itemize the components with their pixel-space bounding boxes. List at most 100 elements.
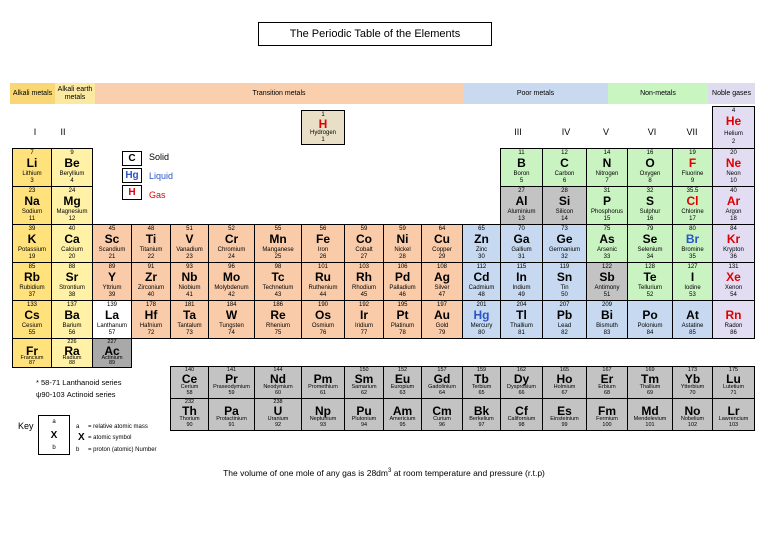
element-cell: Fm Fermium 100 [586, 398, 628, 431]
element-name: Arsenic [596, 246, 617, 253]
element-cell: 93 Nb Niobium 41 [170, 262, 209, 301]
element-name: Praseodymium [213, 384, 250, 391]
atomic-mass: 157 [437, 366, 447, 373]
element-name: Tin [560, 284, 569, 291]
atomic-number: 95 [399, 422, 406, 429]
element-symbol: Ca [64, 231, 80, 246]
element-name: Xenon [724, 284, 743, 291]
element-name: Manganese [262, 246, 294, 253]
element-symbol: Cu [434, 231, 450, 246]
element-cell: 144 Nd Neodymium 60 [254, 366, 302, 399]
element-symbol: Es [557, 404, 572, 419]
atomic-mass: 88 [68, 264, 76, 271]
element-cell: 98 Tc Technetium 43 [254, 262, 302, 301]
element-symbol: Ho [556, 372, 573, 387]
atomic-mass: 98 [274, 264, 282, 271]
element-name: Copper [432, 246, 452, 253]
atomic-mass: 165 [559, 366, 570, 373]
element-cell: 184 W Tungsten 74 [208, 300, 255, 339]
element-cell: 48 Ti Titanium 22 [131, 224, 171, 263]
atomic-mass: 150 [359, 366, 369, 373]
atomic-number: 21 [108, 253, 116, 260]
element-symbol: Al [515, 193, 528, 208]
atomic-mass: 9 [70, 150, 74, 157]
element-symbol: Ba [64, 307, 80, 322]
element-cell: 141 Pr Praseodymium 59 [208, 366, 255, 399]
atomic-mass: 1 [321, 112, 325, 119]
atomic-number: 74 [228, 329, 235, 336]
element-name: Cobalt [355, 246, 373, 253]
atomic-mass: 16 [646, 150, 654, 157]
atomic-number: 24 [228, 253, 235, 260]
element-symbol: S [645, 193, 654, 208]
element-symbol: Zn [474, 231, 489, 246]
atomic-number: 64 [438, 390, 446, 397]
atomic-number: 6 [562, 177, 567, 184]
atomic-mass: 169 [645, 366, 655, 373]
element-symbol: I [690, 269, 695, 284]
atomic-mass: 227 [107, 338, 117, 345]
atomic-mass: 226 [67, 338, 77, 345]
atomic-mass: 27 [518, 188, 525, 195]
atomic-number: 91 [228, 422, 235, 429]
element-cell: 186 Re Rhenium 75 [254, 300, 302, 339]
element-cell: 139 La Lanthanum 57 [92, 300, 132, 339]
atomic-number: 32 [561, 253, 568, 260]
element-symbol: Rb [24, 269, 40, 284]
atomic-mass: 238 [273, 398, 283, 405]
element-cell: 39 K Potassium 19 [12, 224, 52, 263]
atomic-mass: 91 [147, 264, 155, 271]
atomic-number: 40 [147, 291, 155, 298]
element-symbol: Cm [432, 404, 452, 419]
atomic-number: 68 [603, 390, 611, 397]
element-name: Hydrogen [309, 130, 336, 137]
element-symbol: He [725, 114, 742, 129]
element-symbol: Pd [394, 269, 411, 284]
atomic-mass: 122 [601, 264, 612, 271]
atomic-number: 19 [28, 253, 36, 260]
group-label: I [33, 127, 37, 137]
element-cell: 157 Gd Gadolinium 64 [421, 366, 463, 399]
element-name: Tungsten [219, 322, 244, 329]
atomic-number: 61 [319, 390, 327, 397]
element-cell: Bk Berkelium 97 [462, 398, 501, 431]
atomic-mass: 167 [602, 366, 612, 373]
element-cell: Cf Californium 98 [500, 398, 543, 431]
atomic-number: 26 [319, 253, 327, 260]
element-name: Lanthanum [96, 322, 128, 329]
element-symbol: Ne [725, 155, 742, 170]
element-cell: Po Polonium 84 [627, 300, 673, 339]
atomic-mass: 79 [646, 226, 654, 233]
element-symbol: Hf [144, 307, 158, 322]
element-symbol: Ni [396, 231, 409, 246]
element-symbol: Mg [63, 193, 81, 208]
atomic-mass: 59 [360, 226, 368, 233]
element-name: Niobium [178, 284, 201, 291]
element-symbol: F [688, 155, 697, 170]
group-label: V [602, 127, 609, 137]
element-symbol: H [318, 116, 328, 131]
element-cell: 127 I Iodine 53 [672, 262, 713, 301]
element-cell: 178 Hf Hafnium 72 [131, 300, 171, 339]
element-cell: 28 Si Silicon 14 [542, 186, 587, 225]
element-symbol: As [599, 231, 615, 246]
state-symbol: H [122, 185, 142, 200]
element-name: Erbium [598, 384, 616, 391]
group-label: IV [561, 127, 571, 137]
element-symbol: Si [558, 193, 571, 208]
atomic-mass: 162 [516, 366, 527, 373]
atomic-mass: 24 [68, 188, 76, 195]
atomic-mass: 51 [186, 226, 193, 233]
atomic-number: 57 [108, 329, 116, 336]
atomic-mass: 56 [319, 226, 327, 233]
atomic-mass: 112 [476, 264, 487, 271]
atomic-number: 92 [274, 422, 282, 429]
series-note: * 58-71 Lanthanoid series [36, 378, 122, 387]
element-name: Rhenium [265, 322, 290, 329]
series-note: ψ90-103 Actinoid series [36, 390, 116, 399]
element-symbol: Er [600, 372, 614, 387]
element-symbol: Gd [433, 372, 451, 387]
atomic-mass: 131 [728, 264, 739, 271]
element-symbol: Rn [725, 307, 742, 322]
element-cell: 85 Rb Rubidium 37 [12, 262, 52, 301]
